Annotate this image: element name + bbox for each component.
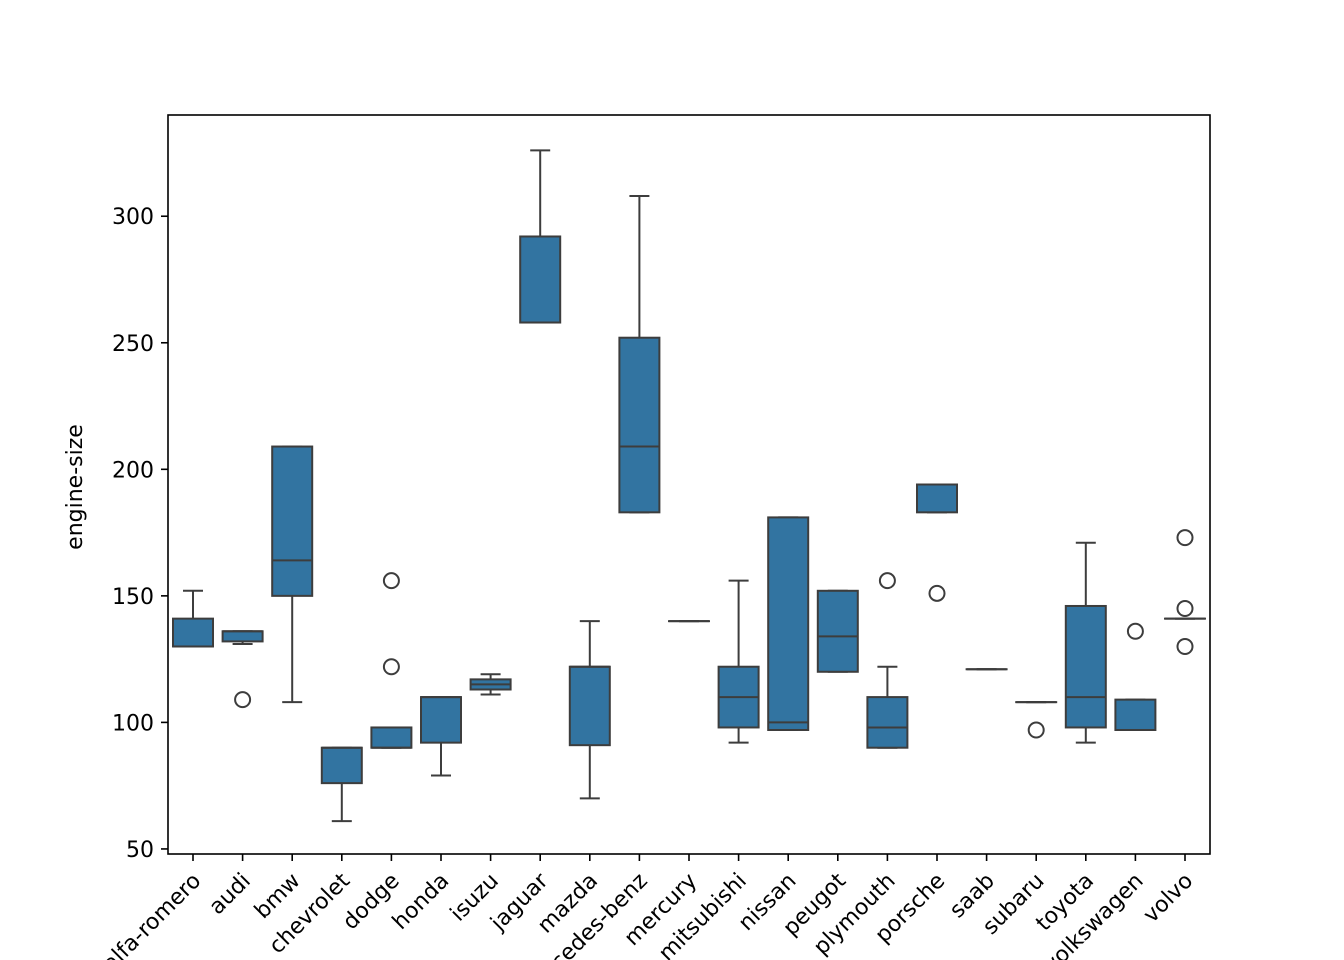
outlier-point [1176,529,1194,547]
outlier-point [878,572,896,590]
box-group [271,445,314,704]
box-group [221,630,264,709]
box-group [1015,701,1058,739]
box-group [469,673,512,696]
y-tick-label: 100 [112,711,154,736]
box-group [866,572,909,749]
box-group [420,696,462,777]
box [271,445,314,597]
outlier-point [1027,721,1045,739]
x-tick-label: honda [388,869,454,935]
plot-area-frame [167,114,1211,855]
x-tick-label: alfa-romero [98,869,206,960]
x-tick-label: audi [205,869,256,920]
boxes-layer [172,149,1206,823]
box [370,726,413,749]
box [1114,698,1157,731]
box-group [717,579,760,744]
box [420,696,462,744]
box-group [1064,541,1107,744]
outlier-point [382,572,400,590]
outlier-point [1126,622,1144,640]
box-group [568,620,611,800]
outlier-point [382,658,400,676]
box [172,617,214,648]
box [320,746,363,785]
box-group [767,516,810,731]
box-group [618,194,661,514]
y-tick-label: 250 [112,332,154,357]
x-tick-label: volvo [1139,869,1198,928]
box-group [320,746,363,823]
box-group [816,589,859,673]
box-group [519,149,562,324]
box [519,235,562,324]
box [767,516,810,731]
box [568,665,611,747]
y-tick-label: 200 [112,458,154,483]
box [916,483,958,514]
box-group [1164,529,1206,655]
box [1064,604,1107,729]
y-tick-label: 300 [112,205,154,230]
y-axis-label: engine-size [63,424,88,550]
box-group [916,483,958,602]
x-axis: alfa-romeroaudibmwchevroletdodgehondaisu… [98,854,1198,960]
y-tick-label: 50 [126,838,154,863]
box-group [1114,622,1157,731]
box [221,630,264,643]
outlier-point [234,691,252,709]
outlier-point [1176,600,1194,618]
outlier-point [1176,637,1194,655]
box-group [172,589,214,648]
box [866,696,909,749]
y-tick-label: 150 [112,585,154,610]
y-axis: 50 100 150 200 250 300 [112,205,168,863]
outlier-point [928,584,946,602]
box [618,336,661,514]
box [816,589,859,673]
box-group [370,572,413,749]
